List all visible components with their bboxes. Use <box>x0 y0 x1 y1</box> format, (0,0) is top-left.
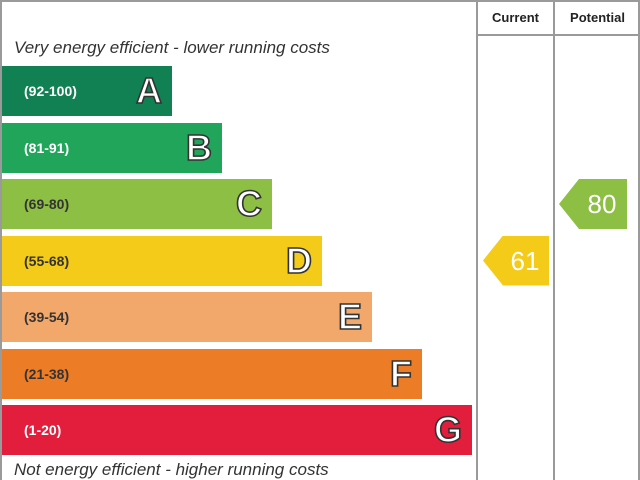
band-d: (55-68) D <box>2 235 322 286</box>
band-range-label: (69-80) <box>24 196 70 212</box>
band-f: (21-38) F <box>2 348 422 399</box>
band-letter: C <box>235 182 263 225</box>
band-e: (39-54) E <box>2 292 372 342</box>
band-a: (92-100) A <box>2 66 172 116</box>
band-letter: A <box>135 69 163 112</box>
band-letter: D <box>285 239 313 282</box>
top-caption: Very energy efficient - lower running co… <box>14 38 330 57</box>
bottom-caption: Not energy efficient - higher running co… <box>14 460 329 479</box>
band-letter: F <box>389 352 413 395</box>
potential-rating-value: 80 <box>587 189 617 219</box>
potential-column-header: Potential <box>570 10 625 25</box>
band-letter: E <box>337 295 363 338</box>
current-column-header: Current <box>492 10 539 25</box>
band-letter: G <box>433 408 463 451</box>
potential-rating-arrow: 80 <box>559 179 627 229</box>
header-divider <box>476 34 640 36</box>
band-b: (81-91) B <box>2 122 222 173</box>
divider-potential <box>553 2 555 480</box>
band-range-label: (92-100) <box>24 83 77 99</box>
band-c: (69-80) C <box>2 179 272 229</box>
current-rating-arrow: 61 <box>483 235 549 286</box>
band-range-label: (81-91) <box>24 139 70 156</box>
band-range-label: (55-68) <box>24 252 70 269</box>
band-letter: B <box>185 126 213 169</box>
band-range-label: (21-38) <box>24 365 70 382</box>
band-range-label: (39-54) <box>24 309 70 325</box>
band-range-label: (1-20) <box>24 422 62 438</box>
band-g: (1-20) G <box>2 405 472 455</box>
current-rating-value: 61 <box>510 245 540 276</box>
divider-current <box>476 2 478 480</box>
